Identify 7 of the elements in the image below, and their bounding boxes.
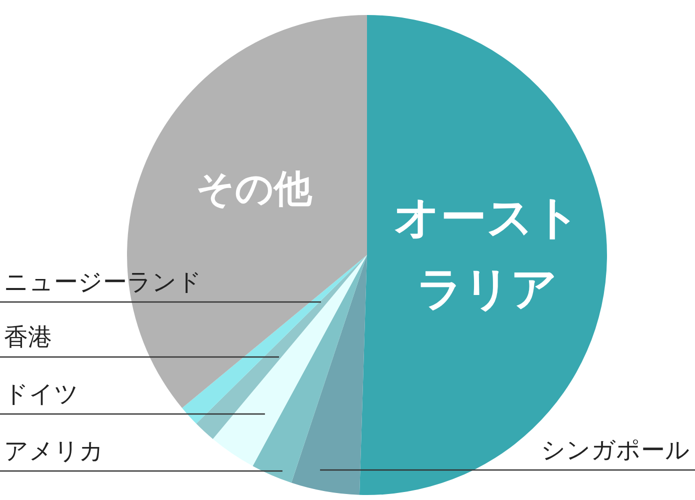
slice-label: オーストラリア bbox=[393, 190, 580, 316]
slice-label: アメリカ bbox=[4, 437, 104, 466]
slice-label: シンガポール bbox=[541, 436, 690, 464]
slice-label: ドイツ bbox=[4, 380, 79, 408]
slice-label: 香港 bbox=[4, 323, 52, 352]
slice-label: ニュージーランド bbox=[4, 268, 202, 296]
slice-label: その他 bbox=[196, 166, 314, 211]
